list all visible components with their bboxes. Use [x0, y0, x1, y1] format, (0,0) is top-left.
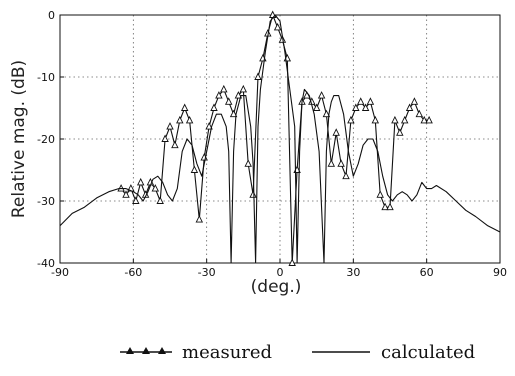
data-point-measured	[391, 115, 399, 124]
data-point-measured	[366, 97, 375, 105]
data-point-measured	[234, 91, 243, 99]
data-point-measured	[195, 215, 204, 223]
legend: measured calculated	[120, 342, 475, 363]
data-point-measured	[190, 165, 199, 173]
data-point-measured	[347, 115, 355, 124]
data-point-measured	[180, 103, 189, 111]
data-point-measured	[166, 122, 174, 130]
data-point-measured	[254, 72, 262, 80]
data-point-measured	[376, 190, 384, 198]
data-point-measured	[210, 103, 218, 111]
x-tick-label: 0	[277, 266, 284, 279]
data-point-measured	[122, 190, 130, 198]
grid	[60, 15, 500, 263]
legend-calculated: calculated	[312, 342, 475, 363]
data-point-measured	[415, 109, 424, 118]
data-point-measured	[405, 103, 414, 111]
data-point-measured	[161, 134, 169, 142]
data-point-measured	[132, 196, 140, 204]
data-point-measured	[400, 115, 409, 124]
data-point-measured	[332, 128, 340, 136]
x-tick-label: 30	[346, 266, 360, 279]
data-point-measured	[156, 196, 164, 204]
x-tick-label: 90	[493, 266, 507, 279]
data-point-measured	[420, 115, 428, 124]
data-point-measured	[244, 159, 252, 167]
legend-measured: measured	[120, 342, 272, 363]
x-tick-label: -30	[198, 266, 216, 279]
data-point-measured	[425, 115, 433, 124]
data-point-measured	[205, 122, 213, 130]
x-tick-label: -90	[51, 266, 69, 279]
data-point-measured	[322, 109, 331, 118]
y-axis-label: Relative mag. (dB)	[9, 60, 29, 218]
data-point-measured	[224, 97, 233, 105]
data-point-measured	[215, 91, 223, 99]
data-point-measured	[361, 103, 370, 111]
x-axis-label: (deg.)	[251, 277, 302, 297]
y-tick-label: -20	[37, 133, 55, 146]
x-tick-label: 60	[420, 266, 434, 279]
data-point-measured	[151, 184, 160, 192]
data-point-measured	[396, 128, 404, 136]
data-point-measured	[352, 103, 360, 111]
data-point-measured	[229, 109, 238, 118]
legend-measured-marker	[126, 347, 134, 354]
data-point-measured	[386, 202, 394, 211]
data-point-measured	[371, 115, 380, 124]
series-line-calculated	[59, 14, 501, 264]
axis-ticks: -90 -60 -30 0 30 60 90 0 -10 -20 -30 -40	[37, 9, 507, 279]
data-point-measured	[327, 159, 336, 167]
y-tick-label: 0	[48, 9, 55, 22]
data-point-measured	[239, 84, 248, 93]
legend-measured-marker	[158, 347, 166, 354]
data-point-measured	[220, 84, 228, 93]
y-tick-label: -10	[37, 71, 55, 84]
data-point-measured	[317, 91, 326, 99]
data-point-measured	[249, 190, 257, 198]
y-tick-label: -40	[37, 257, 55, 270]
x-tick-label: -60	[124, 266, 142, 279]
legend-measured-label: measured	[182, 342, 272, 363]
data-point-measured	[273, 22, 282, 31]
data-point-measured	[312, 103, 321, 111]
series-layer	[59, 10, 501, 266]
data-point-measured	[337, 159, 345, 167]
data-point-measured	[342, 171, 350, 180]
data-point-measured	[176, 115, 184, 124]
data-point-measured	[288, 258, 296, 266]
data-point-measured	[410, 97, 419, 105]
data-point-measured	[356, 97, 365, 105]
series-line-measured	[120, 14, 430, 264]
data-point-measured	[171, 140, 179, 149]
legend-calculated-label: calculated	[381, 342, 475, 363]
legend-measured-marker	[142, 347, 150, 354]
y-tick-label: -30	[37, 195, 55, 208]
data-point-measured	[136, 177, 145, 186]
data-point-measured	[185, 115, 194, 124]
data-point-measured	[381, 202, 389, 211]
